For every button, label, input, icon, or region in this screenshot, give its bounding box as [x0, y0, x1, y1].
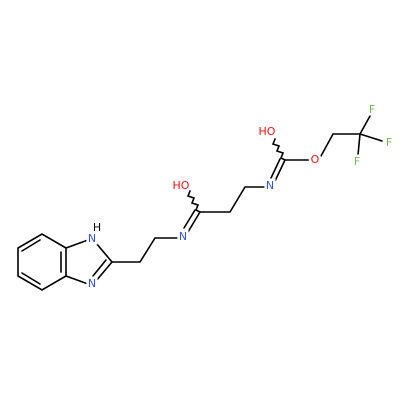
- wavy-bond: [186, 190, 201, 213]
- atom-label: N: [266, 179, 274, 192]
- bond: [357, 133, 361, 156]
- atom-labels: H N N N HO N HO O F F F: [85, 101, 394, 293]
- atom-label: N: [179, 230, 187, 243]
- atom-label: F: [354, 155, 360, 168]
- atom-label: F: [369, 103, 375, 116]
- bond: [95, 261, 113, 282]
- bond: [359, 133, 383, 142]
- ethyl-chain: [111, 237, 178, 263]
- atom-label: N: [88, 277, 96, 290]
- bond: [274, 159, 286, 182]
- double-bond: [183, 209, 196, 229]
- atom-label: HO: [173, 179, 190, 192]
- atom-label: HO: [259, 125, 276, 138]
- bond: [65, 275, 89, 285]
- atom-label: O: [311, 153, 320, 166]
- bond: [320, 133, 361, 157]
- double-bond: [270, 158, 281, 179]
- bond: [359, 115, 371, 135]
- wavy-bond: [271, 138, 286, 161]
- atom-label: F: [386, 136, 392, 149]
- double-bond: [92, 259, 107, 277]
- propyl-chain: [199, 186, 265, 213]
- double-bond: [21, 239, 41, 252]
- bond: [95, 242, 113, 263]
- double-bond: [21, 272, 41, 285]
- atom-label: N: [88, 232, 96, 245]
- bonds: [17, 115, 383, 291]
- bond: [187, 211, 201, 233]
- atom-label: H: [93, 221, 101, 234]
- bond: [65, 239, 89, 249]
